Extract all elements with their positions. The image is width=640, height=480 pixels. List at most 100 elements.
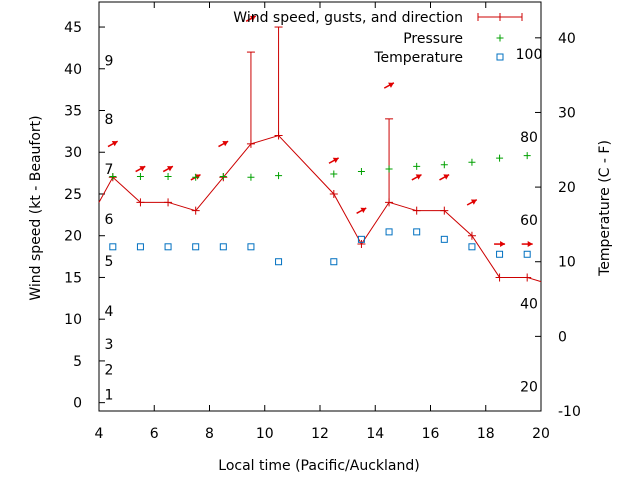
y-left-tick-label: 10 [64,312,82,328]
x-tick-label: 20 [532,426,550,442]
wind-speed-point [136,198,145,207]
fahrenheit-label: 100 [516,47,543,63]
wind-direction-arrow-head [500,241,506,248]
temperature-point [109,243,117,251]
wind-direction-arrow-head [139,166,146,172]
x-tick-label: 14 [366,426,384,442]
pressure-point [496,154,504,162]
fahrenheit-label: 40 [520,297,538,313]
pressure-point [192,173,200,181]
y-left-tick-label: 30 [64,145,82,161]
x-tick-label: 12 [311,426,329,442]
wind-direction-arrow-head [111,141,118,147]
x-tick-label: 6 [150,426,159,442]
wind-speed-point [440,206,449,215]
y-left-tick-label: 15 [64,270,82,286]
y-left-tick-label: 45 [64,20,82,36]
axes: 4 6 8 10 12 14 16 18 20051015202530354045-100102… [64,2,581,442]
fahrenheit-label: 60 [520,213,538,229]
wind-speed-point [523,273,532,282]
wind-speed-point [357,240,366,249]
pressure-point [164,172,172,180]
pressure-point [413,162,421,170]
beaufort-label: 7 [105,162,114,178]
legend-swatch-pressure [496,34,504,42]
beaufort-label: 8 [105,112,114,128]
plot-frame [98,1,542,412]
temperature-point [275,258,283,266]
wind-direction-arrow-head [415,174,422,180]
pressure-point [219,172,227,180]
wind-direction-arrow-head [249,15,256,22]
y-right-tick-label: 20 [558,180,576,196]
y-left-tick-label: 40 [64,62,82,78]
wind-speed-point [467,231,476,240]
pressure-point [275,172,283,180]
pressure-point [109,172,117,180]
wind-direction-arrow-head [167,166,173,172]
beaufort-label: 3 [105,337,114,353]
y-left-tick-label: 20 [64,229,82,245]
beaufort-label: 2 [105,362,114,378]
y-axis-label-right: Temperature (C - F) [597,140,613,277]
wind-speed-point [495,273,504,282]
pressure-point [330,170,338,178]
legend-swatch-temperature [496,53,504,61]
temperature-point [330,258,338,266]
beaufort-label: 4 [105,304,114,320]
y-axis-label-left: Wind speed (kt - Beaufort) [28,115,44,300]
wind-direction-arrow-head [470,199,477,205]
y-right-tick-label: 10 [558,255,576,271]
pressure-point [385,165,393,173]
wind-direction-arrow-head [222,141,229,147]
y-left-tick-label: 35 [64,104,82,120]
data-series [98,15,542,283]
fahrenheit-label: 80 [520,130,538,146]
pressure-point [440,161,448,169]
temperature-point [136,243,144,251]
x-tick-label: 16 [422,426,440,442]
wind-direction-arrow-head [443,174,450,180]
wind-direction-arrow-head [388,82,394,88]
y-right-tick-label: -10 [558,404,581,420]
wind-speed-point [191,206,200,215]
temperature-point [385,228,393,236]
legend: Wind speed, gusts, and direction Pressure… [233,10,523,66]
wind-direction-arrow-head [527,241,533,248]
wind-speed-point [412,206,421,215]
y-right-tick-label: 40 [558,31,576,47]
temperature-point [440,235,448,243]
pressure-point [247,173,255,181]
legend-label: Temperature [373,50,463,66]
temperature-point [357,235,365,243]
beaufort-label: 9 [105,53,114,69]
pressure-point [357,167,365,175]
plot-area [98,1,542,412]
y-left-tick-label: 5 [73,354,82,370]
x-tick-label: 10 [256,426,274,442]
x-tick-label: 4 [95,426,104,442]
fahrenheit-label: 20 [520,379,538,395]
temperature-point [468,243,476,251]
temperature-point [523,250,531,258]
x-tick-label: 8 [205,426,214,442]
legend-swatch-wind-marker [496,13,504,21]
legend-label: Pressure [403,31,463,47]
wind-direction-arrow-head [360,207,367,214]
wind-speed-line [98,134,542,283]
y-left-tick-label: 25 [64,187,82,203]
pressure-point [468,158,476,166]
temperature-point [192,243,200,251]
temperature-point [164,243,172,251]
x-tick-label: 18 [477,426,495,442]
temperature-point [496,250,504,258]
x-axis-label: Local time (Pacific/Auckland) [218,458,419,474]
beaufort-label: 5 [105,254,114,270]
wind-speed-point [164,198,173,207]
pressure-point [523,152,531,160]
beaufort-label: 1 [105,387,114,403]
legend-label: Wind speed, gusts, and direction [233,10,463,26]
wind-speed-point [329,189,338,198]
wind-direction-arrow-head [332,157,339,163]
